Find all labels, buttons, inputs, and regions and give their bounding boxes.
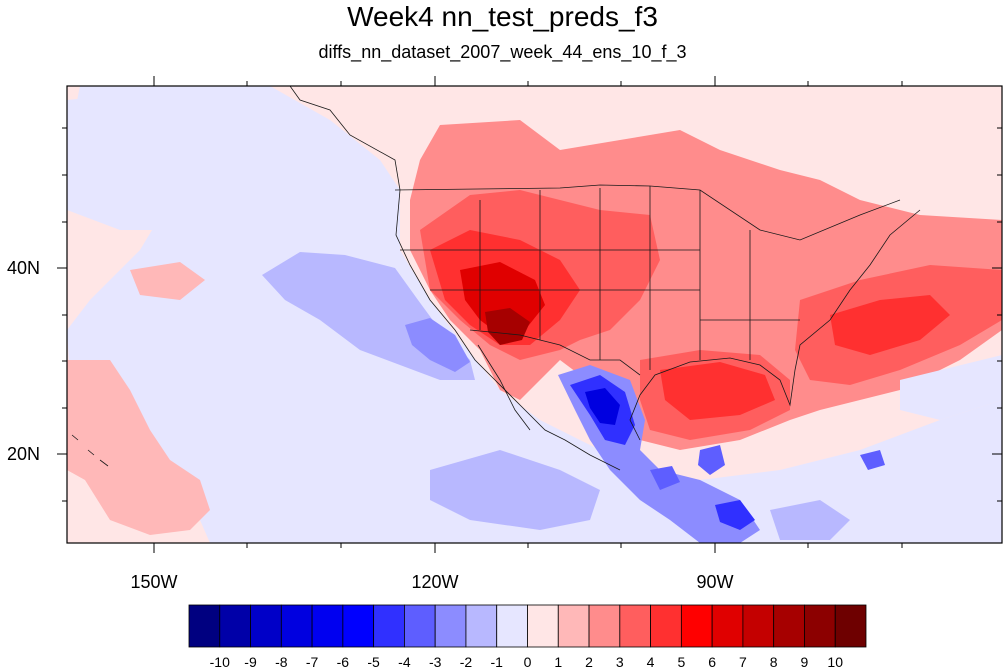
- southwest-extreme-center: [485, 308, 530, 345]
- colorbar-label: -6: [336, 654, 350, 670]
- state-lines-north: [400, 186, 800, 370]
- colorbar-box: [404, 604, 436, 648]
- west-coast-line: [289, 86, 621, 471]
- colorbar-label: 10: [827, 654, 843, 670]
- mexico-blue-center: [585, 388, 620, 425]
- colorbar-box: [527, 604, 559, 648]
- lat-label-20n: 20N: [6, 444, 40, 464]
- colorbar-label: 6: [708, 654, 717, 670]
- lon-label-90w: 90W: [696, 572, 734, 592]
- atlantic-warm-core: [830, 295, 950, 355]
- colorbar-label: 4: [646, 654, 655, 670]
- pacific-light-blue-region: [67, 86, 1002, 543]
- mexico-border-line: [469, 329, 641, 376]
- colorbar-label: 1: [554, 654, 563, 670]
- colorbar-label: -10: [209, 654, 230, 670]
- central-america-blue-spot: [715, 500, 755, 530]
- colorbar-box: [250, 604, 282, 648]
- colorbar-box: [557, 604, 590, 648]
- colorbar-label: -4: [398, 654, 411, 670]
- pink-band-west: [67, 360, 210, 535]
- colorbar-box: [804, 604, 836, 648]
- pacific-blue-spot: [650, 466, 680, 490]
- colorbar-box: [465, 604, 498, 648]
- longitude-ticks: [153, 76, 903, 553]
- latitude-ticks: [57, 127, 1002, 502]
- colorbar-label: 5: [677, 654, 686, 670]
- colorbar-label: -2: [459, 654, 473, 670]
- colorbar-label: -9: [244, 654, 257, 670]
- colorbar-box: [496, 604, 528, 648]
- west-pacific-light-blue: [67, 95, 260, 230]
- colorbar-label: 8: [769, 654, 778, 670]
- colorbar-label: -3: [428, 654, 442, 670]
- colorbar-box: [619, 604, 651, 648]
- colorbar-label: 9: [800, 654, 809, 670]
- caribbean-blue-spot: [698, 445, 725, 475]
- southwest-hot-center: [460, 262, 545, 335]
- colorbar-box: [373, 604, 405, 648]
- colorbar-box: [280, 604, 313, 648]
- colorbar-box: [342, 604, 375, 648]
- colorbar-label: 0: [523, 654, 532, 670]
- east-pacific-blue: [770, 500, 850, 540]
- colorbar-label: -5: [367, 654, 380, 670]
- california-blue-core: [405, 318, 470, 372]
- east-blue-spot: [860, 450, 885, 470]
- colorbar-box: [650, 604, 682, 648]
- colorbar-box: [588, 604, 621, 648]
- gulf-coast-line: [629, 209, 921, 441]
- colorbar-box: [711, 604, 744, 648]
- colorbar-box: [834, 604, 867, 648]
- lat-label-40n: 40N: [6, 258, 40, 278]
- colorbar-box: [434, 604, 467, 648]
- colorbar-box: [311, 604, 344, 648]
- lon-label-150w: 150W: [130, 572, 178, 592]
- colorbar-box: [188, 604, 221, 648]
- colorbar-box: [680, 604, 713, 648]
- baja-coast-line: [477, 344, 531, 431]
- gulf-warm-core: [660, 362, 775, 420]
- pink-patch-north: [130, 262, 205, 300]
- hawaii-islands: [71, 434, 109, 467]
- coastline-borders: [71, 86, 921, 471]
- map-subtitle: diffs_nn_dataset_2007_week_44_ens_10_f_3: [318, 42, 687, 62]
- east-light-blue-region: [900, 355, 1002, 420]
- colorbar-label: 3: [615, 654, 624, 670]
- south-pacific-blue: [430, 450, 600, 530]
- lon-label-120w: 120W: [411, 572, 459, 592]
- colorbar-box: [773, 604, 805, 648]
- colorbar: [188, 604, 867, 648]
- colorbar-box: [742, 604, 775, 648]
- colorbar-label: 7: [739, 654, 747, 670]
- colorbar-box: [219, 604, 251, 648]
- colorbar-label: -8: [275, 654, 288, 670]
- colorbar-label: 2: [585, 654, 593, 670]
- colorbar-label: -7: [305, 654, 319, 670]
- map-title: Week4 nn_test_preds_f3: [347, 1, 658, 32]
- colorbar-label: -1: [490, 654, 503, 670]
